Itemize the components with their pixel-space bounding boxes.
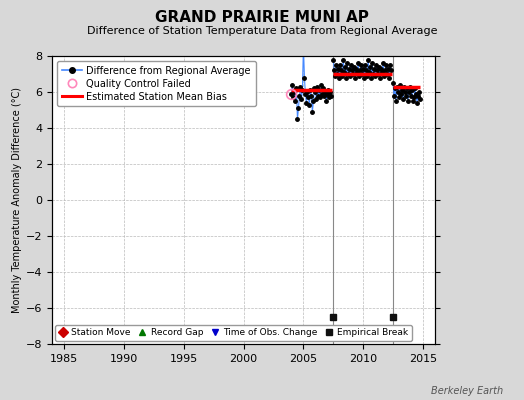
Text: GRAND PRAIRIE MUNI AP: GRAND PRAIRIE MUNI AP bbox=[155, 10, 369, 25]
Y-axis label: Monthly Temperature Anomaly Difference (°C): Monthly Temperature Anomaly Difference (… bbox=[12, 87, 22, 313]
Legend: Station Move, Record Gap, Time of Obs. Change, Empirical Break: Station Move, Record Gap, Time of Obs. C… bbox=[55, 325, 412, 341]
Text: Berkeley Earth: Berkeley Earth bbox=[431, 386, 503, 396]
Text: Difference of Station Temperature Data from Regional Average: Difference of Station Temperature Data f… bbox=[87, 26, 437, 36]
